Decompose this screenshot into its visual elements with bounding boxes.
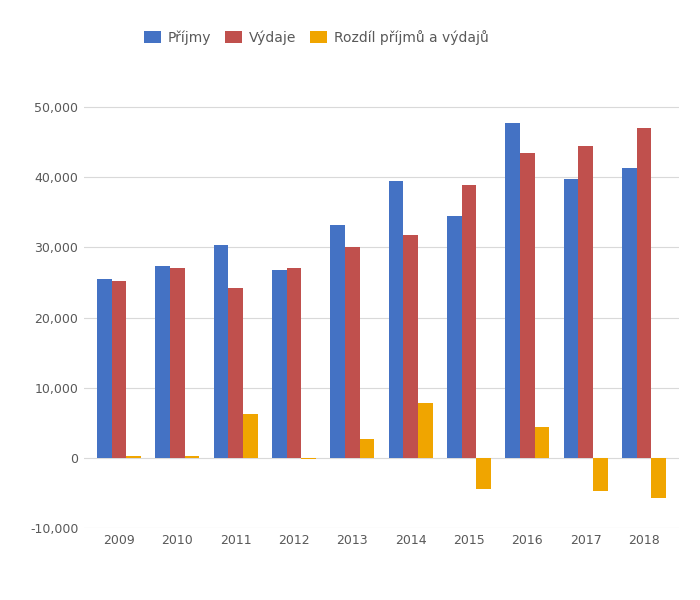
- Bar: [593, 458, 608, 491]
- Bar: [126, 456, 141, 458]
- Bar: [170, 268, 185, 458]
- Bar: [476, 458, 491, 489]
- Bar: [272, 270, 287, 458]
- Bar: [651, 458, 666, 498]
- Bar: [228, 288, 243, 458]
- Bar: [330, 225, 345, 458]
- Bar: [214, 245, 228, 458]
- Bar: [389, 181, 403, 458]
- Bar: [564, 179, 578, 458]
- Bar: [287, 268, 301, 458]
- Bar: [462, 185, 476, 458]
- Bar: [578, 146, 593, 458]
- Bar: [637, 128, 651, 458]
- Bar: [447, 216, 462, 458]
- Bar: [360, 439, 374, 458]
- Bar: [97, 279, 112, 458]
- Bar: [418, 403, 433, 458]
- Bar: [185, 456, 200, 458]
- Bar: [505, 122, 520, 458]
- Bar: [155, 266, 170, 458]
- Bar: [112, 281, 126, 458]
- Legend: Příjmy, Výdaje, Rozdíl příjmů a výdajů: Příjmy, Výdaje, Rozdíl příjmů a výdajů: [139, 24, 494, 50]
- Bar: [243, 415, 258, 458]
- Bar: [622, 168, 637, 458]
- Bar: [520, 154, 535, 458]
- Bar: [301, 458, 316, 459]
- Bar: [403, 235, 418, 458]
- Bar: [345, 247, 360, 458]
- Bar: [535, 427, 550, 458]
